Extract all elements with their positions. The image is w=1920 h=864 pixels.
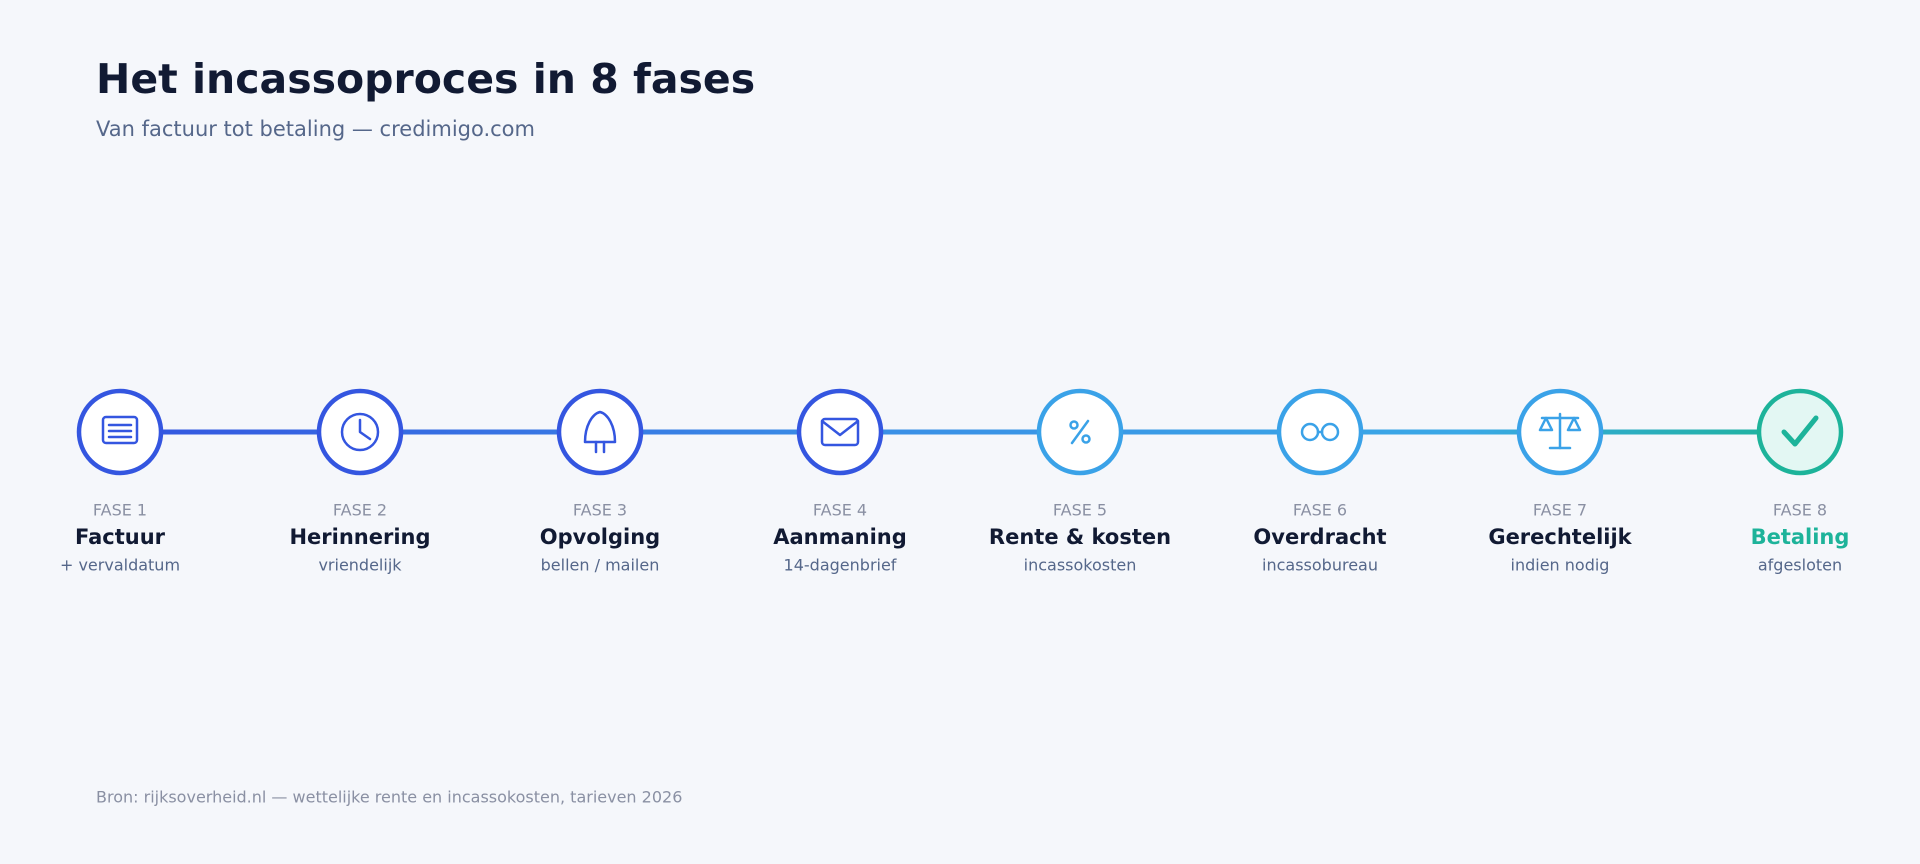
steps: FASE 1 Factuur + vervaldatum FASE 2 Herinner… (60, 388, 1850, 575)
step-icon (583, 410, 617, 454)
footer: Bron: rijksoverheid.nl — wettelijke rent… (96, 788, 682, 807)
step-phase: FASE 7 (1533, 501, 1587, 520)
step-circle (1756, 388, 1844, 476)
step-subtitle: bellen / mailen (541, 556, 660, 575)
step-circle (796, 388, 884, 476)
step-title: Opvolging (540, 525, 660, 549)
step-phase: FASE 6 (1293, 501, 1347, 520)
step-title: Herinnering (289, 525, 430, 549)
step-subtitle: vriendelijk (318, 556, 402, 575)
step-phase: FASE 3 (573, 501, 627, 520)
step-subtitle: afgesloten (1758, 556, 1842, 575)
step-phase: FASE 8 (1773, 501, 1827, 520)
step-icon (820, 417, 860, 447)
step-phase: FASE 4 (813, 501, 867, 520)
step-phase: FASE 5 (1053, 501, 1107, 520)
step-subtitle: 14-dagenbrief (784, 556, 897, 575)
step-icon (1300, 422, 1340, 442)
step-circle (556, 388, 644, 476)
step-icon (101, 415, 139, 445)
step-title: Betaling (1751, 525, 1850, 549)
step-phase: FASE 1 (93, 501, 147, 520)
step-icon (1781, 415, 1819, 447)
step-subtitle: incassobureau (1262, 556, 1378, 575)
step-title: Overdracht (1253, 525, 1386, 549)
step-subtitle: incassokosten (1024, 556, 1137, 575)
step-title: Gerechtelijk (1488, 525, 1632, 549)
title: Het incassoproces in 8 fases (96, 55, 755, 103)
step-title: Aanmaning (773, 525, 907, 549)
step-subtitle: + vervaldatum (60, 556, 180, 575)
step-icon (1069, 419, 1091, 445)
step-title: Factuur (75, 525, 166, 549)
subtitle: Van factuur tot betaling — credimigo.com (96, 117, 535, 141)
step-subtitle: indien nodig (1511, 556, 1610, 575)
step-title: Rente & kosten (989, 525, 1171, 549)
step-icon (1538, 412, 1582, 450)
step-icon (340, 412, 380, 452)
step-phase: FASE 2 (333, 501, 387, 520)
